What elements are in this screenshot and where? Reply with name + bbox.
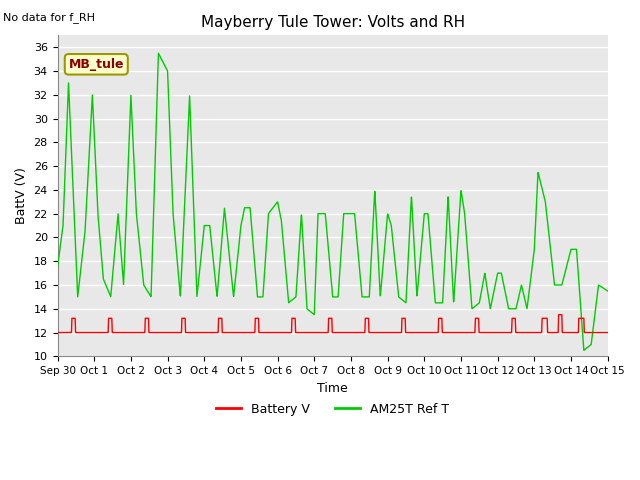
Title: Mayberry Tule Tower: Volts and RH: Mayberry Tule Tower: Volts and RH: [200, 15, 465, 30]
Legend: Battery V, AM25T Ref T: Battery V, AM25T Ref T: [211, 398, 454, 420]
Text: No data for f_RH: No data for f_RH: [3, 12, 95, 23]
Y-axis label: BattV (V): BattV (V): [15, 168, 28, 224]
Text: MB_tule: MB_tule: [68, 58, 124, 71]
X-axis label: Time: Time: [317, 382, 348, 395]
